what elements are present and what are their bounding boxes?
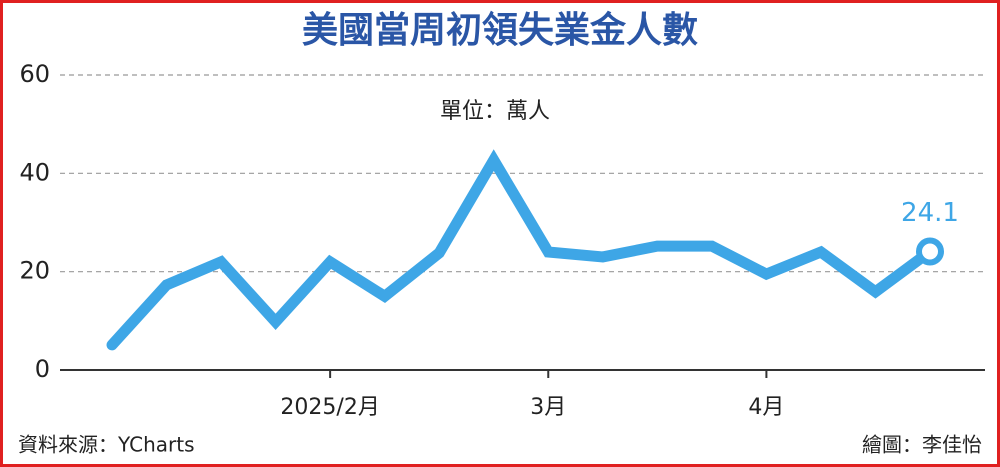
x-tick-label: 4月 bbox=[748, 395, 784, 420]
source: 資料來源：YCharts bbox=[18, 433, 195, 457]
value-label: 24.1 bbox=[901, 198, 959, 228]
credit: 繪圖：李佳怡 bbox=[862, 433, 982, 457]
y-tick-label: 0 bbox=[35, 355, 50, 383]
y-tick-label: 60 bbox=[19, 60, 50, 88]
data-line bbox=[106, 149, 936, 351]
unit-note: 單位：萬人 bbox=[440, 99, 550, 124]
end-marker bbox=[916, 237, 944, 266]
y-tick-label: 20 bbox=[19, 257, 50, 285]
x-tick-label: 3月 bbox=[530, 395, 566, 420]
x-tick-label: 2025/2月 bbox=[280, 395, 379, 420]
y-tick-label: 40 bbox=[19, 158, 50, 186]
chart-title: 美國當周初領失業金人數 bbox=[302, 9, 698, 51]
